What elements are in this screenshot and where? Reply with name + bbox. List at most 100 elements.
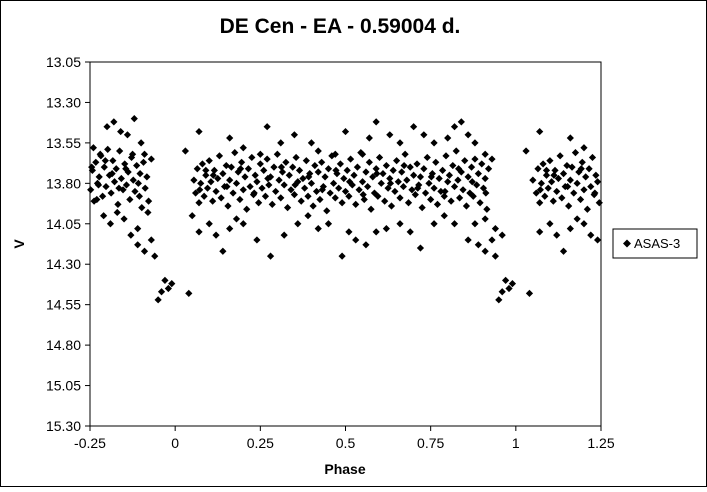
data-point [450,220,459,228]
data-point [277,163,286,171]
data-point [566,225,574,233]
data-point [564,182,572,191]
data-point [406,163,414,171]
data-point [384,184,392,192]
y-tick-label: 13.80 [46,175,81,191]
data-point [294,220,302,228]
data-point [462,202,471,210]
data-point [372,165,380,173]
data-point [236,165,245,173]
data-point [268,200,276,208]
data-point [316,195,324,204]
data-point [550,171,558,179]
data-point [582,173,590,181]
data-point [309,202,317,210]
data-point [110,118,118,126]
data-point [195,127,203,136]
data-point [329,179,338,187]
data-point [209,197,217,205]
data-point [134,179,142,187]
data-point [311,161,319,170]
data-point [108,170,116,178]
data-point [534,165,542,173]
data-point [566,134,574,142]
data-point [244,165,253,173]
y-tick-label: 14.05 [46,216,81,232]
data-point [341,187,350,196]
y-axis: 13.05 13.30 13.55 13.80 14.05 14.30 14.55 14.80… [46,54,90,434]
data-point [427,173,435,181]
data-point [207,178,215,186]
data-point [386,131,394,139]
data-point [558,194,566,202]
data-point [282,158,290,166]
data-point [430,184,438,192]
data-point [138,204,146,212]
y-tick-label: 13.05 [46,54,81,70]
data-point [484,165,493,173]
data-point [570,189,578,197]
data-point [386,174,394,183]
data-point [382,225,390,233]
data-point [283,204,292,212]
data-point [324,220,333,228]
data-point [94,181,103,189]
data-point [466,189,474,197]
data-point [331,150,339,158]
y-tick-label: 14.30 [46,256,81,272]
data-point [114,200,122,208]
data-point [481,174,489,183]
data-point [365,134,373,142]
data-point [437,187,445,196]
chart-title: DE Cen - EA - 0.59004 d. [220,15,461,38]
data-point [256,150,264,158]
data-point [236,195,244,204]
data-point [210,166,218,174]
data-point [353,163,362,171]
data-point [491,252,499,260]
data-point [425,179,433,187]
data-point [237,158,246,166]
data-point [195,228,203,236]
data-point [134,241,142,249]
data-point [291,181,299,189]
data-point [255,199,263,207]
data-point [115,184,123,192]
data-point [382,161,390,170]
data-point [123,131,132,139]
data-point [292,153,300,162]
plot-area [89,61,602,427]
data-point [273,150,281,158]
data-point [394,178,402,186]
x-axis-title: Phase [324,461,365,477]
data-point [278,168,287,176]
data-point [398,168,406,176]
data-point [577,165,585,173]
data-point [573,215,581,223]
data-point [294,178,302,186]
data-point [459,186,467,194]
data-point [541,192,549,200]
data-point [362,241,370,249]
data-point [345,228,353,236]
data-point [104,145,112,153]
data-point [188,212,196,220]
y-axis-title: V [11,239,27,249]
data-point [375,153,384,162]
data-point [212,231,220,239]
data-point [362,168,370,176]
data-point [202,171,210,179]
data-point [588,153,597,162]
data-point [546,157,554,165]
data-point [580,186,588,194]
data-point [307,179,316,187]
data-point [321,173,329,181]
data-point [126,195,134,204]
data-point [161,276,169,284]
data-point [200,192,208,200]
data-point [324,165,333,173]
data-point [102,182,110,191]
data-point [406,228,414,236]
data-point [290,191,298,199]
data-point [239,144,247,152]
